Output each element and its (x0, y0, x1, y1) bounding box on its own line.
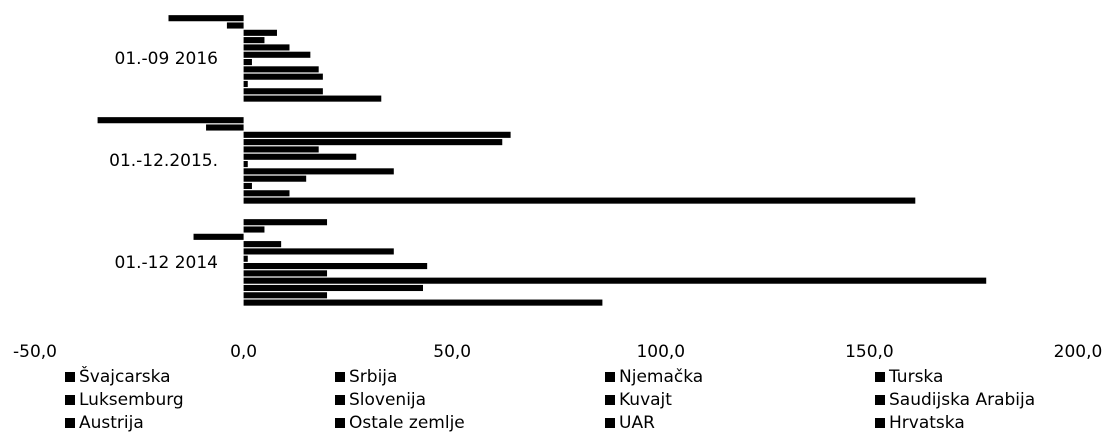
bar (243, 219, 328, 226)
bar (243, 292, 328, 299)
bar (243, 197, 916, 204)
x-tick-label: 150,0 (845, 342, 894, 362)
legend-swatch (335, 372, 345, 382)
bar (168, 15, 244, 22)
legend-label: Slovenija (349, 390, 426, 410)
bar (243, 284, 423, 292)
legend-label: Luksemburg (79, 390, 184, 410)
bar (243, 131, 511, 138)
bar (243, 37, 265, 44)
bar (243, 153, 357, 160)
legend-label: Turska (888, 367, 943, 387)
legend-label: UAR (619, 413, 655, 433)
bar (97, 117, 244, 124)
legend-swatch (605, 372, 615, 382)
bar (243, 241, 282, 248)
bar (243, 139, 503, 146)
bar (243, 270, 328, 277)
bar (243, 190, 290, 197)
legend-swatch (605, 395, 615, 405)
legend-swatch (335, 395, 345, 405)
bar (243, 263, 428, 270)
bar (243, 168, 394, 175)
bar (243, 226, 265, 233)
bar (243, 73, 323, 80)
bar (243, 146, 319, 153)
bar (243, 80, 248, 88)
x-tick-label: 50,0 (433, 342, 471, 362)
bar (193, 233, 244, 240)
bar (243, 248, 394, 255)
category-label: 01.-12.2015. (109, 151, 218, 171)
legend-label: Hrvatska (889, 413, 965, 433)
bar (243, 182, 252, 190)
bar (243, 255, 248, 262)
legend-label: Srbija (349, 367, 397, 387)
x-tick-label: 0,0 (230, 342, 257, 362)
legend-label: Švajcarska (79, 365, 171, 387)
bar (243, 51, 311, 58)
bar (243, 277, 987, 284)
x-tick-label: 200,0 (1054, 342, 1103, 362)
legend-swatch (605, 418, 615, 428)
legend-swatch (65, 372, 75, 382)
legend-label: Njemačka (619, 367, 703, 387)
bar (243, 175, 307, 182)
bar (243, 95, 382, 102)
category-label: 01.-09 2016 (115, 49, 218, 69)
bar (243, 59, 252, 66)
legend-label: Austrija (79, 413, 144, 433)
legend-swatch (65, 395, 75, 405)
bar (243, 299, 603, 306)
bar (243, 66, 319, 73)
legend-swatch (65, 418, 75, 428)
bar (226, 22, 244, 29)
legend-label: Saudijska Arabija (889, 390, 1035, 410)
x-tick-label: -50,0 (13, 342, 57, 362)
bar (206, 124, 244, 131)
bar (243, 29, 277, 36)
x-tick-label: 100,0 (636, 342, 685, 362)
legend-swatch (875, 395, 885, 405)
bar (243, 161, 248, 168)
legend-swatch (875, 418, 885, 428)
bar (243, 88, 323, 95)
legend-swatch (335, 418, 345, 428)
category-label: 01.-12 2014 (115, 253, 218, 273)
legend-label: Ostale zemlje (349, 413, 465, 433)
legend-label: Kuvajt (619, 390, 672, 410)
legend-swatch (875, 372, 885, 382)
bar (243, 44, 290, 51)
